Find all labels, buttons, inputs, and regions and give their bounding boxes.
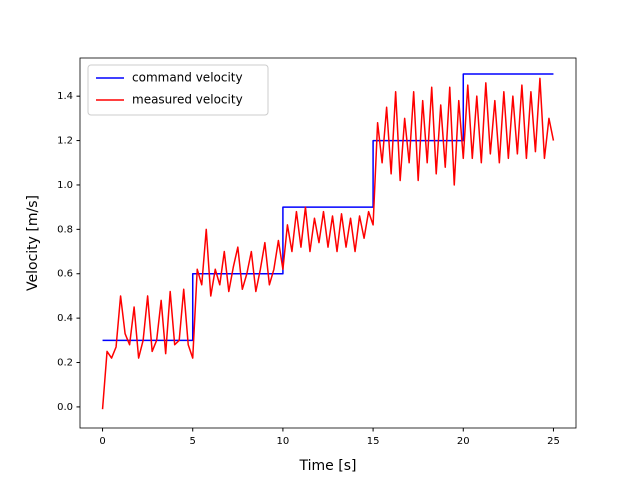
- y-tick-label: 1.0: [57, 180, 73, 191]
- y-tick-label: 0.0: [57, 402, 73, 413]
- y-tick-label: 0.6: [57, 269, 73, 280]
- x-axis-label: Time [s]: [299, 458, 357, 474]
- plot-frame: [79, 57, 577, 429]
- x-tick-label: 5: [190, 436, 196, 447]
- x-tick-label: 10: [277, 436, 290, 447]
- legend-label: measured velocity: [132, 93, 243, 107]
- y-tick-label: 0.8: [57, 224, 73, 235]
- y-tick-label: 1.2: [57, 136, 73, 147]
- series-line: [101, 77, 555, 410]
- x-tick-label: 25: [547, 436, 560, 447]
- legend-box: [87, 64, 269, 116]
- y-axis-label: Velocity [m/s]: [25, 195, 41, 291]
- legend-label: command velocity: [132, 71, 243, 85]
- y-tick-label: 0.2: [57, 358, 73, 369]
- y-tick-label: 1.4: [57, 91, 73, 102]
- x-tick-label: 20: [457, 436, 470, 447]
- x-tick-label: 15: [367, 436, 380, 447]
- x-tick-label: 0: [99, 436, 105, 447]
- y-tick-label: 0.4: [57, 313, 73, 324]
- series-line: [102, 73, 554, 342]
